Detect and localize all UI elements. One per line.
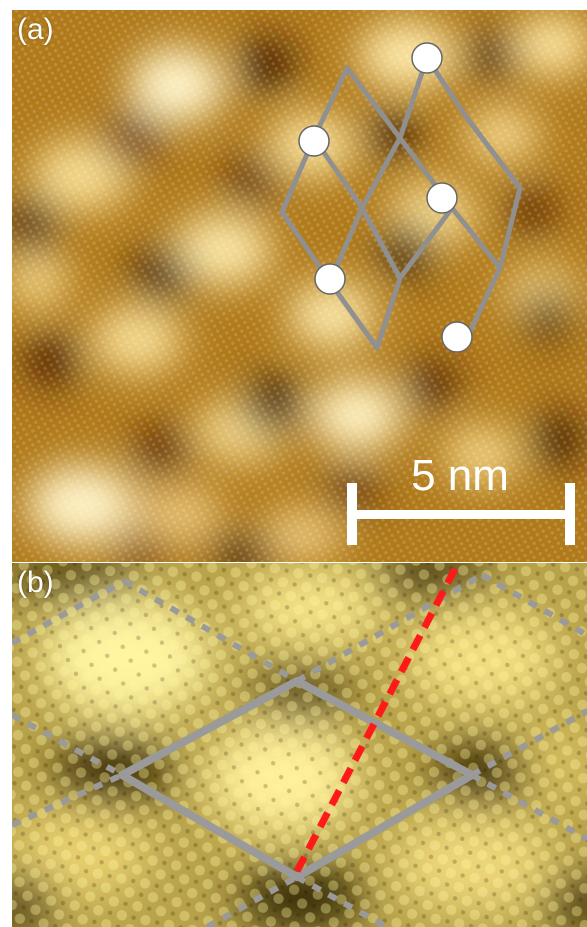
lattice-site-marker <box>411 42 443 74</box>
unit-cell-outline <box>118 677 476 881</box>
panel-label-a: (a) <box>17 13 54 46</box>
lattice-site-marker <box>314 263 346 295</box>
stm-topography-image-b <box>12 563 587 927</box>
stm-image-panel-a: (a) 5 nm <box>12 10 587 562</box>
panel-label-b: (b) <box>17 566 54 599</box>
lattice-site-marker <box>426 182 458 214</box>
lattice-site-marker <box>298 125 330 157</box>
scale-bar <box>347 483 575 545</box>
lattice-overlay-a <box>279 55 523 351</box>
dotted-lattice-overlay-b <box>12 572 587 927</box>
line-profile-cut <box>291 567 459 877</box>
stm-image-panel-b: (b) <box>12 563 587 927</box>
lattice-sites-a <box>298 42 473 353</box>
scale-bar-label: 5 nm <box>411 451 509 500</box>
lattice-site-marker <box>441 321 473 353</box>
stm-topography-image-a <box>12 10 587 562</box>
